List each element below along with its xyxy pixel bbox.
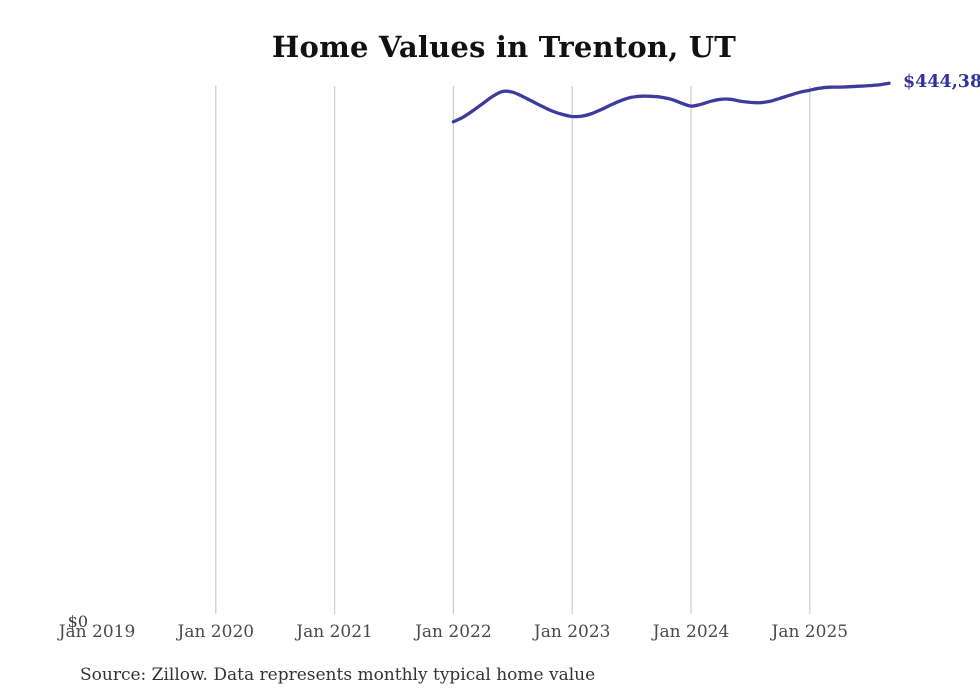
x-tick-label: Jan 2021 (296, 622, 373, 642)
home-value-line (451, 81, 891, 124)
x-tick-label: Jan 2023 (533, 622, 611, 642)
x-tick-label: Jan 2020 (177, 622, 255, 642)
y-axis-zero-label: $0 (67, 612, 88, 631)
x-tick-label: Jan 2025 (771, 622, 849, 642)
x-tick-label: Jan 2022 (415, 622, 492, 642)
source-attribution: Source: Zillow. Data represents monthly … (80, 665, 596, 685)
chart-title: Home Values in Trenton, UT (271, 30, 737, 64)
latest-value-label: $444,384 (903, 72, 980, 93)
x-tick-label: Jan 2024 (652, 622, 730, 642)
x-tick-label: Jan 2019 (58, 622, 136, 642)
